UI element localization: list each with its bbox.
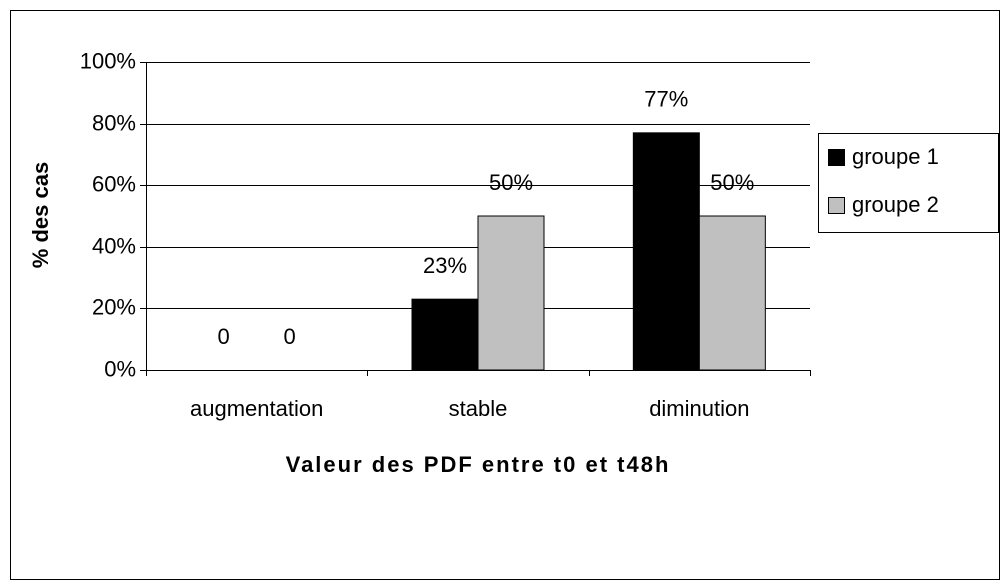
bar (411, 298, 479, 371)
legend-swatch (828, 197, 845, 214)
data-label: 77% (644, 87, 688, 112)
y-tick-label: 100% (80, 48, 136, 73)
data-label: 0 (218, 324, 230, 349)
y-tick-label: 60% (92, 171, 136, 196)
bar (698, 215, 766, 371)
bar (477, 215, 545, 371)
data-label: 23% (423, 253, 467, 278)
data-label: 0 (284, 324, 296, 349)
y-axis-title: % des cas (28, 162, 53, 268)
y-tick-label: 20% (92, 294, 136, 319)
data-label: 50% (489, 170, 533, 195)
x-axis-title: Valeur des PDF entre t0 et t48h (286, 452, 671, 477)
y-tick-label: 80% (92, 110, 136, 135)
x-tick-label: augmentation (190, 396, 323, 421)
y-tick-label: 40% (92, 233, 136, 258)
legend (818, 133, 999, 233)
x-tick-label: stable (449, 396, 508, 421)
y-tick-label: 0% (104, 356, 136, 381)
x-tick-label: diminution (649, 396, 749, 421)
legend-label: groupe 1 (852, 144, 939, 169)
legend-label: groupe 2 (852, 192, 939, 217)
legend-swatch (828, 149, 845, 166)
data-label: 50% (710, 170, 754, 195)
bar (632, 132, 700, 371)
